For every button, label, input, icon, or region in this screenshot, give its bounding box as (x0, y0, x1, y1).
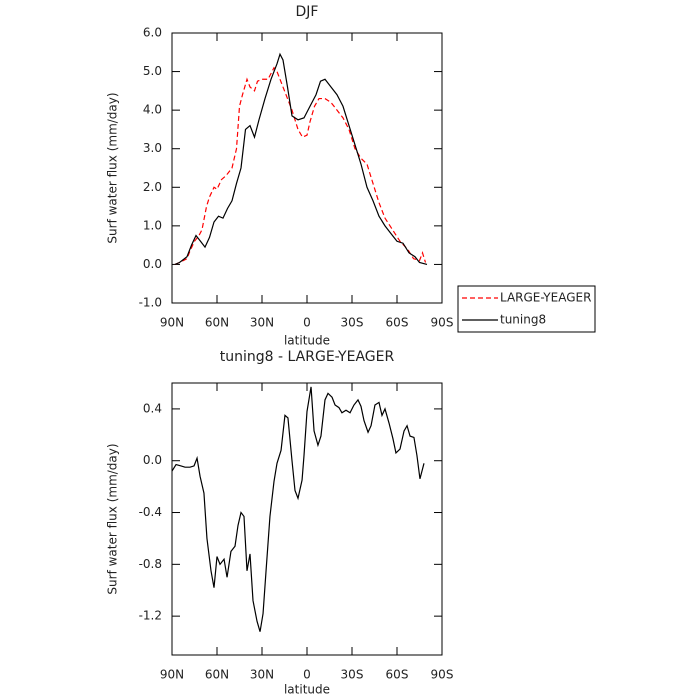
y-tick-label: -1.0 (139, 296, 162, 310)
x-tick-label: 30N (250, 668, 274, 682)
y-axis-label: Surf water flux (mm/day) (106, 92, 120, 243)
y-tick-label: 4.0 (143, 103, 162, 117)
x-tick-label: 0 (303, 668, 311, 682)
y-tick-label: 0.0 (143, 453, 162, 467)
x-tick-label: 0 (303, 316, 311, 330)
chart-title: tuning8 - LARGE-YEAGER (220, 349, 395, 365)
x-axis-label: latitude (284, 334, 330, 348)
x-tick-label: 30S (341, 316, 364, 330)
data-line (171, 386, 425, 632)
y-axis-label: Surf water flux (mm/day) (106, 443, 120, 594)
data-line (174, 52, 428, 266)
x-tick-label: 30N (250, 316, 274, 330)
plot-frame (171, 382, 443, 656)
x-tick-label: 90S (431, 316, 454, 330)
y-tick-label: 6.0 (143, 26, 162, 40)
y-tick-label: -0.4 (139, 505, 162, 519)
x-tick-label: 60N (205, 316, 229, 330)
legend-label: tuning8 (500, 313, 546, 327)
y-tick-label: 0.4 (143, 401, 162, 415)
y-tick-label: 1.0 (143, 218, 162, 232)
y-tick-label: 2.0 (143, 180, 162, 194)
y-tick-label: -0.8 (139, 557, 162, 571)
x-tick-label: 60S (386, 316, 409, 330)
y-tick-label: 5.0 (143, 64, 162, 78)
chart-title: DJF (296, 4, 319, 20)
x-axis-label: latitude (284, 683, 330, 697)
y-tick-label: 3.0 (143, 141, 162, 155)
plot-frame (171, 32, 443, 304)
x-tick-label: 90N (160, 316, 184, 330)
x-tick-label: 90N (160, 668, 184, 682)
x-tick-label: 60N (205, 668, 229, 682)
legend-label: LARGE-YEAGER (500, 291, 591, 305)
y-tick-label: 0.0 (143, 257, 162, 271)
y-tick-label: -1.2 (139, 609, 162, 623)
x-tick-label: 60S (386, 668, 409, 682)
data-line (174, 66, 427, 265)
x-tick-label: 90S (431, 668, 454, 682)
legend-box (457, 285, 596, 333)
x-tick-label: 30S (341, 668, 364, 682)
